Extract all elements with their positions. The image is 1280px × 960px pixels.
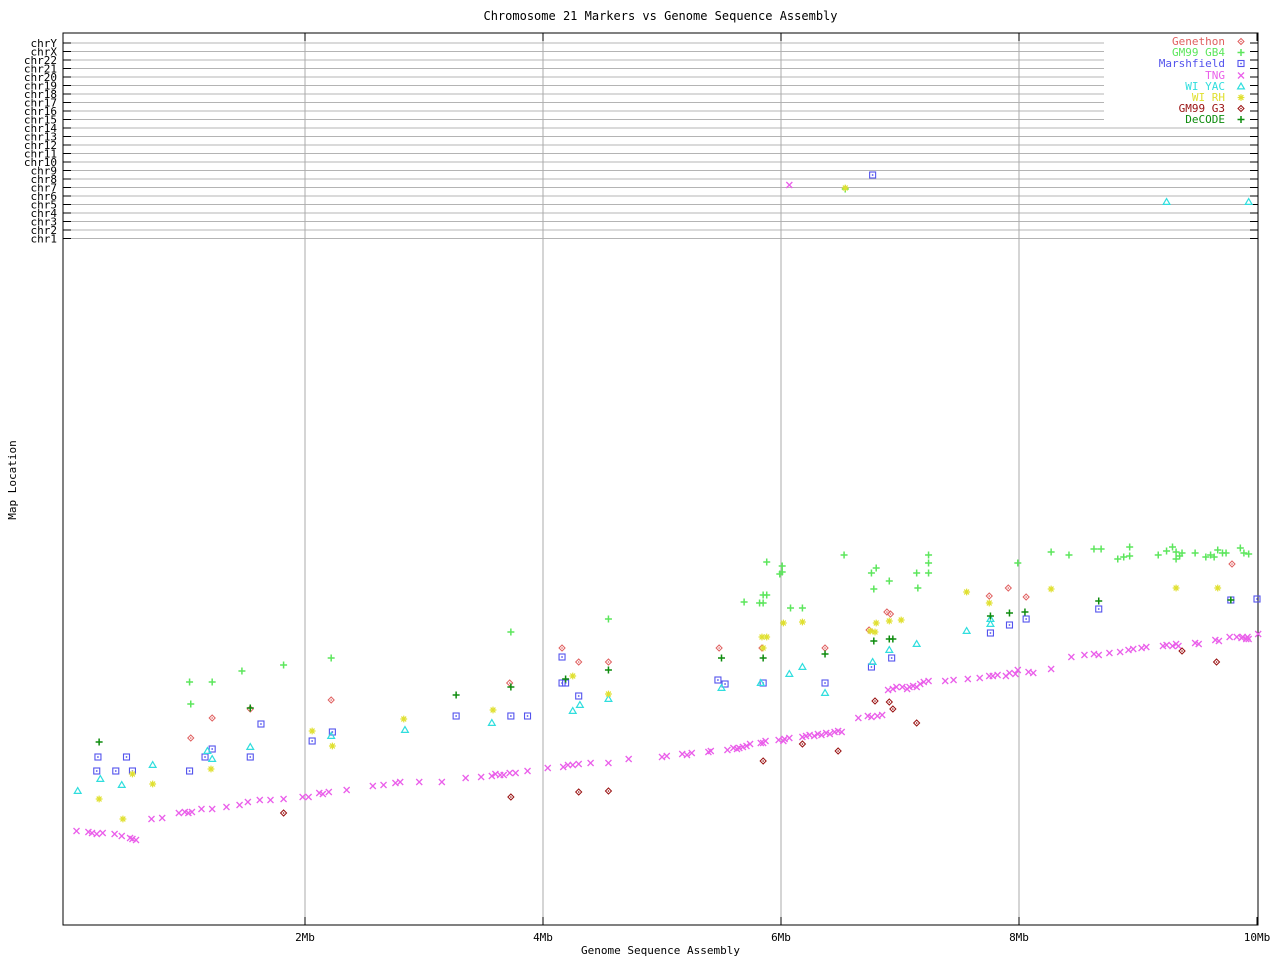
series-gm99-g3 <box>279 647 1221 817</box>
plus-marker-icon <box>1237 116 1245 124</box>
legend-label: TNG <box>1205 68 1225 82</box>
chromosome-row-label: chr10 <box>24 156 57 169</box>
chromosome-row-label: chr8 <box>31 173 58 186</box>
x-tick-label: 4Mb <box>533 931 553 944</box>
triangle-marker-icon <box>1236 81 1246 90</box>
legend-item-marshfield: Marshfield <box>1104 58 1250 69</box>
chromosome-row-label: chrX <box>31 46 58 59</box>
series-decode <box>95 596 1235 746</box>
chromosome-row-label: chr17 <box>24 97 57 110</box>
chromosome-row-label: chr14 <box>24 122 57 135</box>
legend-item-gm99-g3: GM99 G3 <box>1104 103 1250 114</box>
plus-marker-icon <box>1237 49 1245 57</box>
chromosome-row-label: chr11 <box>24 148 57 161</box>
legend-label: Genethon <box>1172 35 1225 49</box>
chromosome-row-label: chr12 <box>24 139 57 152</box>
square-marker-icon <box>1237 60 1245 68</box>
legend-label: WI RH <box>1191 91 1225 105</box>
chromosome-row-label: chr20 <box>24 71 57 84</box>
chart-title: Chromosome 21 Markers vs Genome Sequence… <box>483 9 838 23</box>
series-gm99-gb4 <box>186 185 1253 708</box>
legend-item-tng: TNG <box>1104 70 1250 81</box>
asterisk-marker-icon <box>1237 94 1245 101</box>
series-marshfield <box>93 171 1261 775</box>
chromosome-row-label: chr18 <box>24 88 57 101</box>
series-genethon <box>187 560 1236 742</box>
x-tick-label: 10Mb <box>1244 931 1271 944</box>
chromosome-row-label: chr2 <box>31 224 58 237</box>
legend-item-genethon: Genethon <box>1104 36 1250 47</box>
chromosome-row-label: chr22 <box>24 54 57 67</box>
legend-item-gm99-gb4: GM99 GB4 <box>1104 47 1250 58</box>
chromosome-row-label: chr3 <box>31 216 58 229</box>
legend-item-wi-yac: WI YAC <box>1104 81 1250 92</box>
chromosome-row-label: chr16 <box>24 105 57 118</box>
series-wi-yac <box>73 197 1254 794</box>
legend-label: GM99 GB4 <box>1172 46 1225 60</box>
diamond-marker-icon <box>1237 105 1245 113</box>
x-axis: 2Mb 4Mb 6Mb 8Mb 10Mb <box>295 33 1270 944</box>
legend-label: DeCODE <box>1185 113 1225 127</box>
series-wi-rh <box>95 184 1222 823</box>
chromosome-row-label: chr9 <box>31 165 58 178</box>
legend-item-decode: DeCODE <box>1104 114 1250 125</box>
x-tick-label: 6Mb <box>771 931 791 944</box>
diamond-marker-icon <box>1237 37 1245 46</box>
chromosome-row-label: chr21 <box>24 63 57 76</box>
chromosome-rows: chrYchrXchr22chr21chr20chr19chr18chr17ch… <box>24 37 1258 246</box>
chromosome-row-label: chr4 <box>31 207 58 220</box>
chromosome-row-label: chr5 <box>31 199 58 212</box>
plot-border <box>62 32 1259 926</box>
chromosome-row-label: chr6 <box>31 190 58 203</box>
x-tick-label: 8Mb <box>1009 931 1029 944</box>
legend-label: Marshfield <box>1158 57 1225 71</box>
chromosome-row-label: chr7 <box>31 182 58 195</box>
cross-marker-icon <box>1237 71 1245 79</box>
chromosome-row-label: chr19 <box>24 80 57 93</box>
chromosome-row-label: chrY <box>31 37 58 50</box>
chromosome-row-label: chr15 <box>24 114 57 127</box>
x-axis-label: Genome Sequence Assembly <box>581 944 740 957</box>
series-tng <box>73 181 1262 844</box>
chromosome-row-label: chr1 <box>31 233 58 246</box>
legend: Genethon GM99 GB4 Marshfield TNG WI YAC WI RH… <box>1104 36 1250 126</box>
legend-label: GM99 G3 <box>1178 102 1225 116</box>
chromosome-row-label: chr13 <box>24 131 57 144</box>
legend-item-wi-rh: WI RH <box>1104 92 1250 103</box>
legend-label: WI YAC <box>1185 79 1225 93</box>
x-tick-label: 2Mb <box>295 931 315 944</box>
